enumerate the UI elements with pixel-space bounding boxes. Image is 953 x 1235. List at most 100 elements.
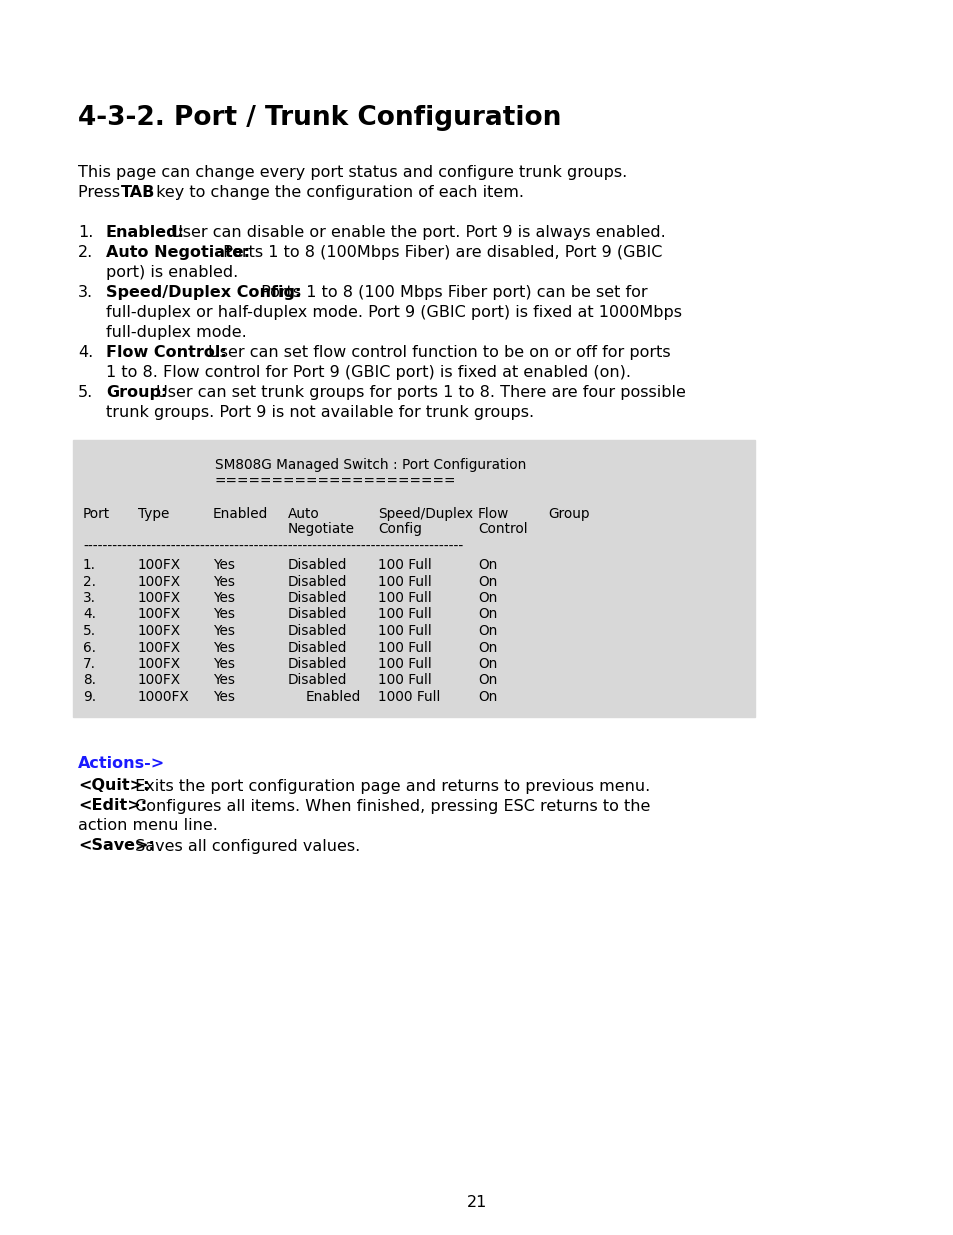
Text: User can disable or enable the port. Port 9 is always enabled.: User can disable or enable the port. Por… xyxy=(166,225,665,240)
Text: Enabled:: Enabled: xyxy=(106,225,185,240)
Text: 100 Full: 100 Full xyxy=(377,574,432,589)
Text: Auto Negotiate:: Auto Negotiate: xyxy=(106,245,250,261)
Text: 100FX: 100FX xyxy=(138,592,181,605)
Text: Enabled: Enabled xyxy=(213,508,268,521)
Text: On: On xyxy=(477,624,497,638)
Text: 100FX: 100FX xyxy=(138,673,181,688)
Text: Yes: Yes xyxy=(213,657,234,671)
Text: Yes: Yes xyxy=(213,608,234,621)
Text: On: On xyxy=(477,592,497,605)
Text: 21: 21 xyxy=(466,1195,487,1210)
Text: Disabled: Disabled xyxy=(288,641,347,655)
Text: On: On xyxy=(477,558,497,572)
Text: 4.: 4. xyxy=(78,345,93,359)
Text: 100 Full: 100 Full xyxy=(377,673,432,688)
Text: 1000 Full: 1000 Full xyxy=(377,690,440,704)
Text: TAB: TAB xyxy=(121,185,155,200)
Text: 5.: 5. xyxy=(78,385,93,400)
Text: Disabled: Disabled xyxy=(288,608,347,621)
Text: Yes: Yes xyxy=(213,592,234,605)
Text: action menu line.: action menu line. xyxy=(78,819,217,834)
Text: Disabled: Disabled xyxy=(288,673,347,688)
Text: 9.: 9. xyxy=(83,690,96,704)
FancyBboxPatch shape xyxy=(73,440,754,716)
Text: Group:: Group: xyxy=(106,385,167,400)
Text: Enabled: Enabled xyxy=(306,690,361,704)
Text: Yes: Yes xyxy=(213,558,234,572)
Text: trunk groups. Port 9 is not available for trunk groups.: trunk groups. Port 9 is not available fo… xyxy=(106,405,534,420)
Text: Ports 1 to 8 (100 Mbps Fiber port) can be set for: Ports 1 to 8 (100 Mbps Fiber port) can b… xyxy=(255,285,647,300)
Text: 3.: 3. xyxy=(83,592,96,605)
Text: key to change the configuration of each item.: key to change the configuration of each … xyxy=(151,185,523,200)
Text: Speed/Duplex: Speed/Duplex xyxy=(377,508,473,521)
Text: full-duplex or half-duplex mode. Port 9 (GBIC port) is fixed at 1000Mbps: full-duplex or half-duplex mode. Port 9 … xyxy=(106,305,681,320)
Text: 100 Full: 100 Full xyxy=(377,558,432,572)
Text: 1.: 1. xyxy=(78,225,93,240)
Text: 5.: 5. xyxy=(83,624,96,638)
Text: Control: Control xyxy=(477,522,527,536)
Text: 100FX: 100FX xyxy=(138,641,181,655)
Text: 3.: 3. xyxy=(78,285,93,300)
Text: Yes: Yes xyxy=(213,641,234,655)
Text: Disabled: Disabled xyxy=(288,592,347,605)
Text: Disabled: Disabled xyxy=(288,624,347,638)
Text: On: On xyxy=(477,673,497,688)
Text: 8.: 8. xyxy=(83,673,96,688)
Text: This page can change every port status and configure trunk groups.: This page can change every port status a… xyxy=(78,165,626,180)
Text: full-duplex mode.: full-duplex mode. xyxy=(106,325,247,340)
Text: 1.: 1. xyxy=(83,558,96,572)
Text: Ports 1 to 8 (100Mbps Fiber) are disabled, Port 9 (GBIC: Ports 1 to 8 (100Mbps Fiber) are disable… xyxy=(218,245,662,261)
Text: =====================: ===================== xyxy=(214,475,456,489)
Text: 100 Full: 100 Full xyxy=(377,624,432,638)
Text: On: On xyxy=(477,574,497,589)
Text: Yes: Yes xyxy=(213,624,234,638)
Text: 1 to 8. Flow control for Port 9 (GBIC port) is fixed at enabled (on).: 1 to 8. Flow control for Port 9 (GBIC po… xyxy=(106,366,630,380)
Text: Yes: Yes xyxy=(213,574,234,589)
Text: 100 Full: 100 Full xyxy=(377,641,432,655)
Text: Exits the port configuration page and returns to previous menu.: Exits the port configuration page and re… xyxy=(131,778,650,794)
Text: Actions->: Actions-> xyxy=(78,757,165,772)
Text: Port: Port xyxy=(83,508,110,521)
Text: 100FX: 100FX xyxy=(138,608,181,621)
Text: 6.: 6. xyxy=(83,641,96,655)
Text: Disabled: Disabled xyxy=(288,558,347,572)
Text: On: On xyxy=(477,690,497,704)
Text: User can set trunk groups for ports 1 to 8. There are four possible: User can set trunk groups for ports 1 to… xyxy=(151,385,685,400)
Text: On: On xyxy=(477,657,497,671)
Text: port) is enabled.: port) is enabled. xyxy=(106,266,238,280)
Text: 100 Full: 100 Full xyxy=(377,592,432,605)
Text: Flow: Flow xyxy=(477,508,509,521)
Text: 100FX: 100FX xyxy=(138,574,181,589)
Text: Disabled: Disabled xyxy=(288,574,347,589)
Text: Config: Config xyxy=(377,522,421,536)
Text: 100FX: 100FX xyxy=(138,657,181,671)
Text: On: On xyxy=(477,608,497,621)
Text: Disabled: Disabled xyxy=(288,657,347,671)
Text: User can set flow control function to be on or off for ports: User can set flow control function to be… xyxy=(203,345,670,359)
Text: 100 Full: 100 Full xyxy=(377,608,432,621)
Text: ------------------------------------------------------------------------------: ----------------------------------------… xyxy=(83,540,463,555)
Text: Configures all items. When finished, pressing ESC returns to the: Configures all items. When finished, pre… xyxy=(131,799,650,814)
Text: Yes: Yes xyxy=(213,690,234,704)
Text: 4-3-2. Port / Trunk Configuration: 4-3-2. Port / Trunk Configuration xyxy=(78,105,560,131)
Text: Press: Press xyxy=(78,185,125,200)
Text: <Save>:: <Save>: xyxy=(78,839,154,853)
Text: <Edit>:: <Edit>: xyxy=(78,799,147,814)
Text: 100 Full: 100 Full xyxy=(377,657,432,671)
Text: 7.: 7. xyxy=(83,657,96,671)
Text: Saves all configured values.: Saves all configured values. xyxy=(131,839,360,853)
Text: Flow Control:: Flow Control: xyxy=(106,345,227,359)
Text: 1000FX: 1000FX xyxy=(138,690,190,704)
Text: On: On xyxy=(477,641,497,655)
Text: Negotiate: Negotiate xyxy=(288,522,355,536)
Text: Auto: Auto xyxy=(288,508,319,521)
Text: 4.: 4. xyxy=(83,608,96,621)
Text: Type: Type xyxy=(138,508,170,521)
Text: Yes: Yes xyxy=(213,673,234,688)
Text: Speed/Duplex Config:: Speed/Duplex Config: xyxy=(106,285,301,300)
Text: Group: Group xyxy=(547,508,589,521)
Text: 100FX: 100FX xyxy=(138,624,181,638)
Text: SM808G Managed Switch : Port Configuration: SM808G Managed Switch : Port Configurati… xyxy=(214,458,526,472)
Text: 100FX: 100FX xyxy=(138,558,181,572)
Text: 2.: 2. xyxy=(78,245,93,261)
